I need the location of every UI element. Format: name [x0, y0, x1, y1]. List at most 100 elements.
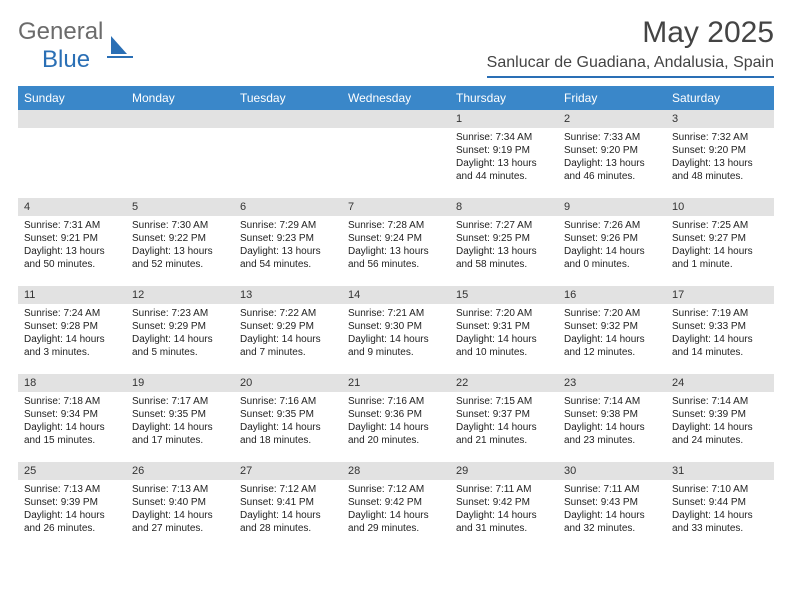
daylight-text: Daylight: 13 hours — [672, 157, 768, 170]
daylight-text: and 29 minutes. — [348, 522, 444, 535]
daylight-text: and 7 minutes. — [240, 346, 336, 359]
title-block: May 2025 Sanlucar de Guadiana, Andalusia… — [487, 18, 774, 78]
sunrise-text: Sunrise: 7:14 AM — [564, 395, 660, 408]
sunrise-text: Sunrise: 7:14 AM — [672, 395, 768, 408]
sunrise-text: Sunrise: 7:26 AM — [564, 219, 660, 232]
day-number: 20 — [234, 374, 342, 392]
daylight-text: and 44 minutes. — [456, 170, 552, 183]
day-body: Sunrise: 7:19 AMSunset: 9:33 PMDaylight:… — [666, 304, 774, 363]
sunset-text: Sunset: 9:30 PM — [348, 320, 444, 333]
day-cell: 2Sunrise: 7:33 AMSunset: 9:20 PMDaylight… — [558, 110, 666, 198]
day-body: Sunrise: 7:14 AMSunset: 9:38 PMDaylight:… — [558, 392, 666, 451]
daylight-text: Daylight: 14 hours — [672, 509, 768, 522]
day-number: 4 — [18, 198, 126, 216]
day-cell: 24Sunrise: 7:14 AMSunset: 9:39 PMDayligh… — [666, 374, 774, 462]
day-number — [126, 110, 234, 128]
sunset-text: Sunset: 9:31 PM — [456, 320, 552, 333]
daylight-text: Daylight: 14 hours — [132, 333, 228, 346]
daylight-text: and 32 minutes. — [564, 522, 660, 535]
daylight-text: Daylight: 13 hours — [456, 157, 552, 170]
day-cell: 6Sunrise: 7:29 AMSunset: 9:23 PMDaylight… — [234, 198, 342, 286]
daylight-text: and 18 minutes. — [240, 434, 336, 447]
sunrise-text: Sunrise: 7:27 AM — [456, 219, 552, 232]
day-cell — [342, 110, 450, 198]
weekday-header-row: Sunday Monday Tuesday Wednesday Thursday… — [18, 86, 774, 110]
day-body: Sunrise: 7:25 AMSunset: 9:27 PMDaylight:… — [666, 216, 774, 275]
day-cell: 18Sunrise: 7:18 AMSunset: 9:34 PMDayligh… — [18, 374, 126, 462]
weeks-container: 1Sunrise: 7:34 AMSunset: 9:19 PMDaylight… — [18, 110, 774, 550]
sunset-text: Sunset: 9:40 PM — [132, 496, 228, 509]
day-number: 10 — [666, 198, 774, 216]
day-body: Sunrise: 7:10 AMSunset: 9:44 PMDaylight:… — [666, 480, 774, 539]
daylight-text: Daylight: 14 hours — [348, 421, 444, 434]
week-row: 1Sunrise: 7:34 AMSunset: 9:19 PMDaylight… — [18, 110, 774, 198]
sunset-text: Sunset: 9:39 PM — [24, 496, 120, 509]
location-text: Sanlucar de Guadiana, Andalusia, Spain — [487, 54, 774, 78]
weekday-header: Thursday — [450, 86, 558, 110]
day-number: 5 — [126, 198, 234, 216]
daylight-text: Daylight: 14 hours — [564, 333, 660, 346]
month-title: May 2025 — [487, 18, 774, 48]
daylight-text: Daylight: 14 hours — [456, 421, 552, 434]
day-cell: 26Sunrise: 7:13 AMSunset: 9:40 PMDayligh… — [126, 462, 234, 550]
day-number: 21 — [342, 374, 450, 392]
day-cell: 19Sunrise: 7:17 AMSunset: 9:35 PMDayligh… — [126, 374, 234, 462]
day-body: Sunrise: 7:33 AMSunset: 9:20 PMDaylight:… — [558, 128, 666, 187]
daylight-text: Daylight: 14 hours — [672, 245, 768, 258]
daylight-text: and 5 minutes. — [132, 346, 228, 359]
daylight-text: and 0 minutes. — [564, 258, 660, 271]
daylight-text: Daylight: 14 hours — [24, 333, 120, 346]
sunrise-text: Sunrise: 7:13 AM — [132, 483, 228, 496]
day-body: Sunrise: 7:28 AMSunset: 9:24 PMDaylight:… — [342, 216, 450, 275]
sunrise-text: Sunrise: 7:11 AM — [564, 483, 660, 496]
day-body: Sunrise: 7:11 AMSunset: 9:42 PMDaylight:… — [450, 480, 558, 539]
sunrise-text: Sunrise: 7:32 AM — [672, 131, 768, 144]
day-number: 8 — [450, 198, 558, 216]
day-body: Sunrise: 7:34 AMSunset: 9:19 PMDaylight:… — [450, 128, 558, 187]
day-body: Sunrise: 7:29 AMSunset: 9:23 PMDaylight:… — [234, 216, 342, 275]
sunrise-text: Sunrise: 7:25 AM — [672, 219, 768, 232]
sunrise-text: Sunrise: 7:20 AM — [456, 307, 552, 320]
sunrise-text: Sunrise: 7:12 AM — [348, 483, 444, 496]
day-number — [342, 110, 450, 128]
daylight-text: Daylight: 14 hours — [24, 421, 120, 434]
day-body: Sunrise: 7:22 AMSunset: 9:29 PMDaylight:… — [234, 304, 342, 363]
weekday-header: Sunday — [18, 86, 126, 110]
day-body: Sunrise: 7:11 AMSunset: 9:43 PMDaylight:… — [558, 480, 666, 539]
daylight-text: and 31 minutes. — [456, 522, 552, 535]
sunset-text: Sunset: 9:39 PM — [672, 408, 768, 421]
daylight-text: Daylight: 14 hours — [132, 421, 228, 434]
day-cell: 31Sunrise: 7:10 AMSunset: 9:44 PMDayligh… — [666, 462, 774, 550]
day-body: Sunrise: 7:24 AMSunset: 9:28 PMDaylight:… — [18, 304, 126, 363]
sunrise-text: Sunrise: 7:19 AM — [672, 307, 768, 320]
daylight-text: and 10 minutes. — [456, 346, 552, 359]
week-row: 4Sunrise: 7:31 AMSunset: 9:21 PMDaylight… — [18, 198, 774, 286]
day-number: 28 — [342, 462, 450, 480]
day-number: 16 — [558, 286, 666, 304]
day-body: Sunrise: 7:16 AMSunset: 9:36 PMDaylight:… — [342, 392, 450, 451]
day-cell: 4Sunrise: 7:31 AMSunset: 9:21 PMDaylight… — [18, 198, 126, 286]
daylight-text: Daylight: 14 hours — [348, 333, 444, 346]
day-cell: 16Sunrise: 7:20 AMSunset: 9:32 PMDayligh… — [558, 286, 666, 374]
sunrise-text: Sunrise: 7:31 AM — [24, 219, 120, 232]
daylight-text: Daylight: 14 hours — [564, 421, 660, 434]
sunset-text: Sunset: 9:27 PM — [672, 232, 768, 245]
sunrise-text: Sunrise: 7:16 AM — [240, 395, 336, 408]
week-row: 18Sunrise: 7:18 AMSunset: 9:34 PMDayligh… — [18, 374, 774, 462]
daylight-text: Daylight: 14 hours — [672, 421, 768, 434]
day-body: Sunrise: 7:18 AMSunset: 9:34 PMDaylight:… — [18, 392, 126, 451]
sunrise-text: Sunrise: 7:22 AM — [240, 307, 336, 320]
daylight-text: Daylight: 14 hours — [132, 509, 228, 522]
sunrise-text: Sunrise: 7:33 AM — [564, 131, 660, 144]
day-body: Sunrise: 7:15 AMSunset: 9:37 PMDaylight:… — [450, 392, 558, 451]
sunset-text: Sunset: 9:42 PM — [348, 496, 444, 509]
sunset-text: Sunset: 9:42 PM — [456, 496, 552, 509]
sunrise-text: Sunrise: 7:24 AM — [24, 307, 120, 320]
day-number: 31 — [666, 462, 774, 480]
day-number: 15 — [450, 286, 558, 304]
day-number: 29 — [450, 462, 558, 480]
day-cell: 8Sunrise: 7:27 AMSunset: 9:25 PMDaylight… — [450, 198, 558, 286]
sunset-text: Sunset: 9:29 PM — [132, 320, 228, 333]
daylight-text: and 23 minutes. — [564, 434, 660, 447]
sunrise-text: Sunrise: 7:29 AM — [240, 219, 336, 232]
